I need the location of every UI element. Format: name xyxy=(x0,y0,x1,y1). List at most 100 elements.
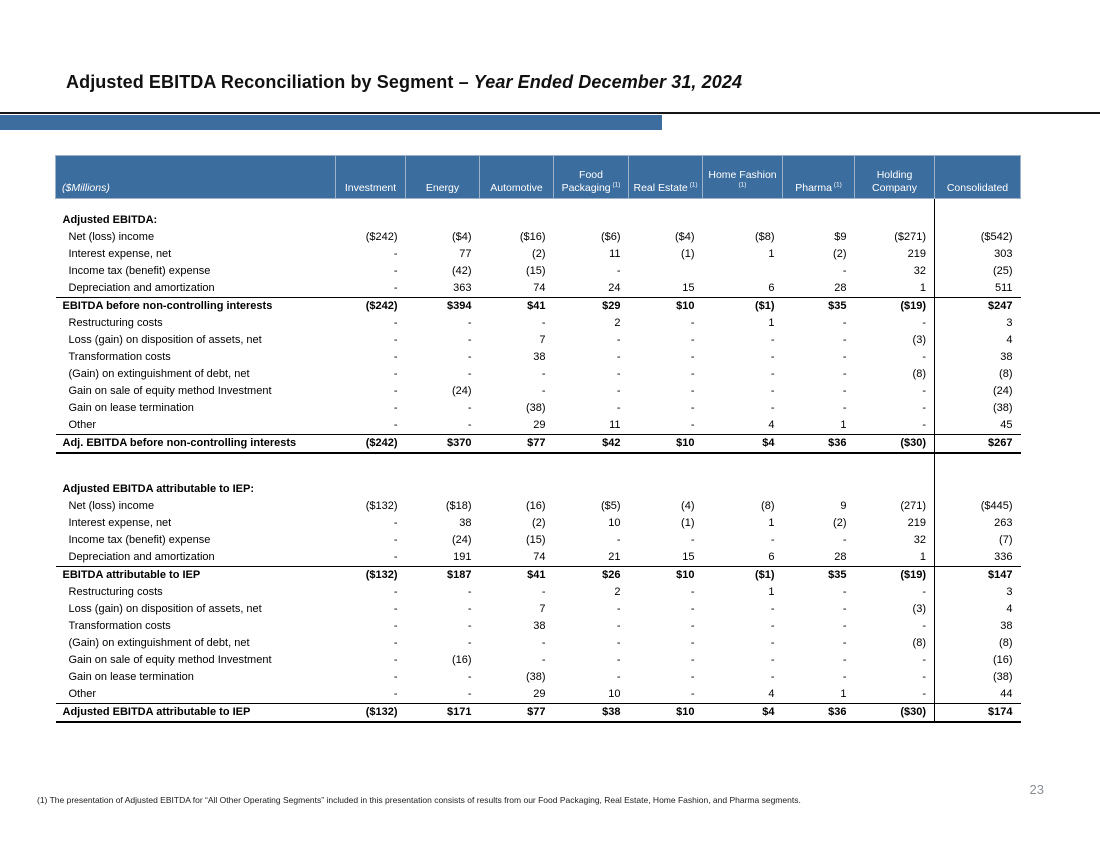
row-label xyxy=(56,453,336,478)
column-header: Investment xyxy=(335,155,406,199)
value-cell: - xyxy=(616,385,621,397)
value-cell: 44 xyxy=(934,686,1021,704)
value-cell: 6 xyxy=(702,549,783,567)
value-cell: - xyxy=(842,265,847,277)
value-cell: 3 xyxy=(934,584,1021,601)
value-cell: - xyxy=(690,334,695,346)
value-cell: (15) xyxy=(525,534,546,546)
title-divider-line xyxy=(0,112,1100,114)
value-cell: (16) xyxy=(451,654,472,666)
value-cell: $41 xyxy=(527,300,546,312)
value-cell: - xyxy=(628,686,703,704)
row-label: EBITDA before non-controlling interests xyxy=(62,300,273,312)
table-row: (Gain) on extinguishment of debt, net - - -… xyxy=(56,635,1021,652)
column-header: Consolidated xyxy=(934,155,1021,199)
value-cell: - xyxy=(690,351,695,363)
value-cell: ($242) xyxy=(335,434,406,454)
row-label: Income tax (benefit) expense xyxy=(68,534,211,546)
value-cell: 28 xyxy=(782,549,855,567)
value-cell: - xyxy=(690,368,695,380)
value-cell: - xyxy=(922,671,926,683)
value-cell: (2) xyxy=(532,248,546,260)
value-cell: $77 xyxy=(479,703,554,723)
row-label: Gain on sale of equity method Investment xyxy=(68,385,272,397)
value-cell: 38 xyxy=(934,349,1021,366)
value-cell xyxy=(855,453,935,478)
table-row: Gain on lease termination - - (38) - - - - - (38) xyxy=(56,400,1021,417)
value-cell: 10 xyxy=(553,686,629,704)
row-label: Interest expense, net xyxy=(68,517,172,529)
value-cell xyxy=(934,478,1021,498)
column-header: Energy xyxy=(405,155,480,199)
value-cell: - xyxy=(770,534,775,546)
value-cell: (8) xyxy=(761,500,775,512)
row-label: Other xyxy=(55,686,336,704)
row-label: Loss (gain) on disposition of assets, ne… xyxy=(68,603,262,615)
value-cell: - xyxy=(690,402,695,414)
value-cell: - xyxy=(842,654,847,666)
row-label: Loss (gain) on disposition of assets, ne… xyxy=(68,334,262,346)
value-cell: 1 xyxy=(854,549,935,567)
value-cell: - xyxy=(541,637,546,649)
value-cell xyxy=(629,263,703,280)
value-cell: $10 xyxy=(676,300,695,312)
value-cell: $4 xyxy=(702,434,783,454)
value-cell: - xyxy=(393,334,398,346)
value-cell xyxy=(336,199,406,210)
value-cell: 263 xyxy=(934,515,1021,532)
value-cell: - xyxy=(842,671,847,683)
value-cell: - xyxy=(690,534,695,546)
value-cell: - xyxy=(393,517,398,529)
value-cell: 15 xyxy=(628,280,703,298)
value-cell: 1 xyxy=(768,248,775,260)
table-row: Restructuring costs - - -2-1- -3 xyxy=(56,584,1021,601)
table-header-row: ($Millions) Investment Energy Automotive Foo… xyxy=(55,155,1021,199)
table-row: Adjusted EBITDA attributable to IEP: xyxy=(56,478,1021,498)
value-cell: - xyxy=(616,351,621,363)
value-cell xyxy=(855,209,935,229)
value-cell: ($5) xyxy=(600,500,621,512)
value-cell: (271) xyxy=(900,500,926,512)
value-cell: ($132) xyxy=(365,500,398,512)
value-cell: 21 xyxy=(553,549,629,567)
value-cell xyxy=(554,478,629,498)
value-cell: - xyxy=(541,654,546,666)
value-cell: (7) xyxy=(934,532,1021,549)
value-cell xyxy=(554,453,629,478)
value-cell: (2) xyxy=(532,517,546,529)
value-cell xyxy=(783,209,855,229)
value-cell: 9 xyxy=(840,500,847,512)
column-header: Pharma (1) xyxy=(782,155,855,199)
value-cell xyxy=(703,263,783,280)
value-cell: - xyxy=(770,402,775,414)
value-cell xyxy=(406,209,480,229)
value-cell xyxy=(783,453,855,478)
value-cell: (8) xyxy=(934,635,1021,652)
value-cell: $36 xyxy=(782,434,855,454)
value-cell: (8) xyxy=(912,637,926,649)
value-cell: ($18) xyxy=(445,500,472,512)
page-title: Adjusted EBITDA Reconciliation by Segmen… xyxy=(66,72,742,93)
value-cell: ($30) xyxy=(854,434,935,454)
row-label: Restructuring costs xyxy=(68,586,163,598)
value-cell: $26 xyxy=(602,569,621,581)
value-cell: 4 xyxy=(934,601,1021,618)
value-cell: - xyxy=(393,671,398,683)
table-row: Adj. EBITDA before non-controlling inter… xyxy=(55,434,1021,454)
table-row: Gain on sale of equity method Investment… xyxy=(56,652,1021,669)
value-cell xyxy=(629,453,703,478)
value-cell: ($6) xyxy=(600,231,621,243)
value-cell: - xyxy=(335,549,406,567)
table-row: Income tax (benefit) expense - (42) (15) - - 3… xyxy=(56,263,1021,280)
value-cell: 4 xyxy=(702,417,783,435)
value-cell: - xyxy=(770,351,775,363)
row-label: Transformation costs xyxy=(68,620,171,632)
value-cell: (4) xyxy=(681,500,695,512)
row-label: Net (loss) income xyxy=(68,500,155,512)
value-cell: - xyxy=(467,671,472,683)
value-cell: 74 xyxy=(479,280,554,298)
row-label: Transformation costs xyxy=(68,351,171,363)
value-cell: ($4) xyxy=(674,231,695,243)
value-cell: ($19) xyxy=(900,300,926,312)
value-cell: ($542) xyxy=(934,229,1021,246)
